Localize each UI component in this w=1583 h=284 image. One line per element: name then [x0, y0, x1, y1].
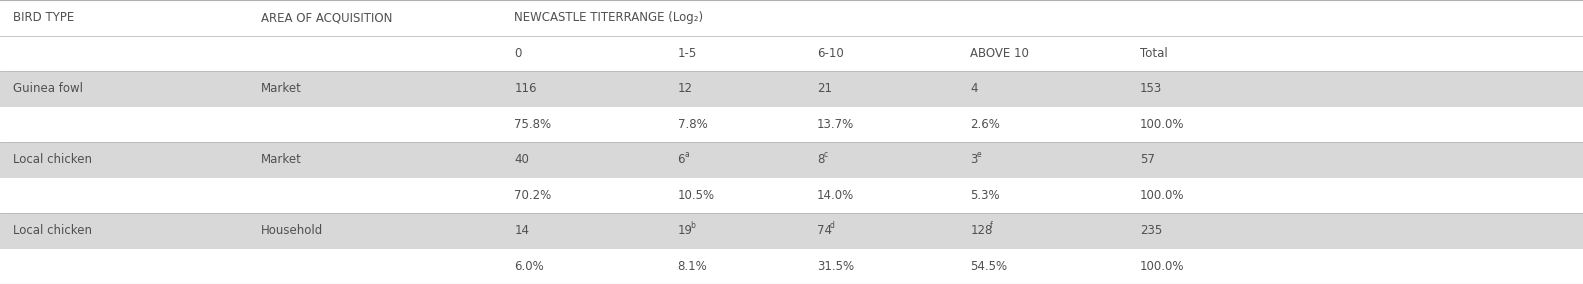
Text: 6: 6 [678, 153, 685, 166]
Bar [0, 36, 1583, 71]
Text: d: d [829, 221, 834, 230]
Text: 116: 116 [514, 82, 537, 95]
Text: 74: 74 [817, 224, 831, 237]
Text: 54.5%: 54.5% [970, 260, 1007, 273]
Text: 153: 153 [1140, 82, 1162, 95]
Bar [0, 71, 1583, 106]
Text: Household: Household [261, 224, 323, 237]
Text: AREA OF ACQUISITION: AREA OF ACQUISITION [261, 11, 393, 24]
Text: 8.1%: 8.1% [678, 260, 708, 273]
Text: Total: Total [1140, 47, 1168, 60]
Bar [0, 248, 1583, 284]
Text: 0: 0 [514, 47, 522, 60]
Text: 14: 14 [514, 224, 529, 237]
Text: 1-5: 1-5 [678, 47, 697, 60]
Text: 13.7%: 13.7% [817, 118, 855, 131]
Bar [0, 213, 1583, 248]
Text: e: e [977, 150, 981, 159]
Text: 8: 8 [817, 153, 825, 166]
Text: a: a [684, 150, 689, 159]
Text: 128: 128 [970, 224, 993, 237]
Text: NEWCASTLE TITERRANGE (Log₂): NEWCASTLE TITERRANGE (Log₂) [514, 11, 703, 24]
Text: 100.0%: 100.0% [1140, 189, 1184, 202]
Text: 10.5%: 10.5% [678, 189, 714, 202]
Text: ABOVE 10: ABOVE 10 [970, 47, 1029, 60]
Text: 6.0%: 6.0% [514, 260, 545, 273]
Text: 14.0%: 14.0% [817, 189, 855, 202]
Text: 31.5%: 31.5% [817, 260, 853, 273]
Text: c: c [823, 150, 828, 159]
Text: 3: 3 [970, 153, 978, 166]
Text: 6-10: 6-10 [817, 47, 844, 60]
Text: Market: Market [261, 153, 302, 166]
Text: 100.0%: 100.0% [1140, 118, 1184, 131]
Text: 57: 57 [1140, 153, 1154, 166]
Text: 40: 40 [514, 153, 529, 166]
Text: 70.2%: 70.2% [514, 189, 552, 202]
Text: 75.8%: 75.8% [514, 118, 551, 131]
Bar [0, 106, 1583, 142]
Text: 12: 12 [678, 82, 692, 95]
Text: b: b [690, 221, 695, 230]
Text: Guinea fowl: Guinea fowl [13, 82, 82, 95]
Text: 2.6%: 2.6% [970, 118, 1000, 131]
Text: BIRD TYPE: BIRD TYPE [13, 11, 74, 24]
Text: 19: 19 [678, 224, 692, 237]
Text: 5.3%: 5.3% [970, 189, 1000, 202]
Text: Market: Market [261, 82, 302, 95]
Text: 235: 235 [1140, 224, 1162, 237]
Text: Local chicken: Local chicken [13, 153, 92, 166]
Bar [0, 142, 1583, 178]
Bar [0, 0, 1583, 36]
Text: Local chicken: Local chicken [13, 224, 92, 237]
Text: f: f [989, 221, 993, 230]
Text: 21: 21 [817, 82, 831, 95]
Text: 7.8%: 7.8% [678, 118, 708, 131]
Bar [0, 178, 1583, 213]
Text: 4: 4 [970, 82, 978, 95]
Text: 100.0%: 100.0% [1140, 260, 1184, 273]
